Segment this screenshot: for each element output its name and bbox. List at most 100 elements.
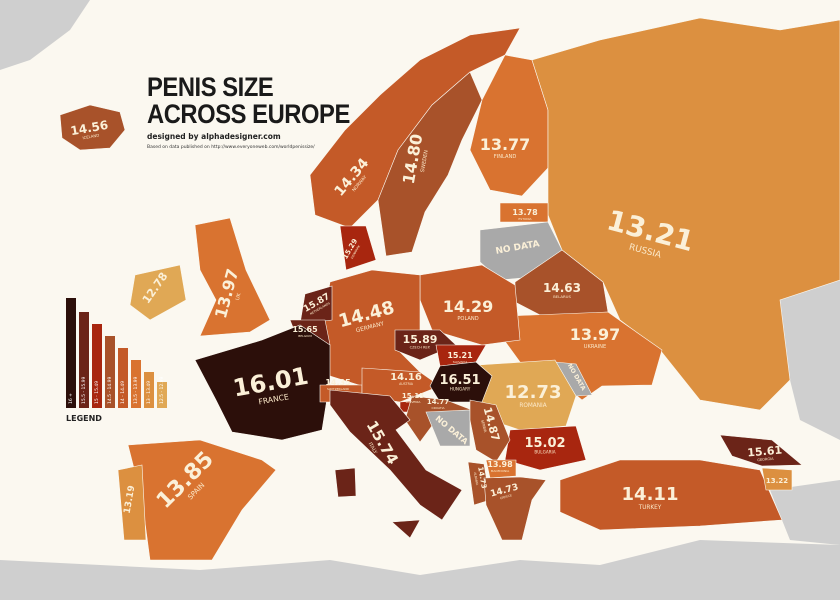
- label-portugal: 13.19: [123, 485, 138, 515]
- country-name: ITALY: [367, 441, 378, 455]
- country-italy[interactable]: [329, 389, 463, 521]
- country-bulgaria[interactable]: [504, 425, 587, 471]
- country-value: 15.89: [403, 333, 438, 346]
- country-name: DENMARK: [350, 244, 362, 260]
- title-line-1: PENIS SIZE: [147, 72, 274, 102]
- country-name: UKRAINE: [584, 344, 607, 350]
- country-name: GREECE: [500, 493, 513, 500]
- country-macedonia[interactable]: [485, 459, 517, 479]
- country-name: FINLAND: [494, 154, 517, 160]
- country-uk[interactable]: [194, 217, 271, 337]
- country-value: 15.21: [447, 351, 473, 360]
- country-ukraine[interactable]: [503, 311, 663, 401]
- country-denmark[interactable]: [339, 225, 377, 271]
- legend-bin: 15 - 15.49: [92, 324, 102, 408]
- country-value: 13.97: [570, 325, 621, 344]
- legend-bin: 13 - 13.49: [144, 372, 154, 408]
- country-value: 13.19: [123, 485, 138, 515]
- country-name: BELGIUM: [298, 334, 312, 338]
- country-value: 14.35: [325, 378, 351, 387]
- country-name: BULGARIA: [534, 450, 555, 455]
- country-value: 14.73: [476, 466, 488, 489]
- map-title: PENIS SIZE ACROSS EUROPE: [147, 74, 350, 128]
- country-value: 13.98: [487, 460, 513, 469]
- country-greece[interactable]: [483, 476, 547, 541]
- country-value: 14.16: [390, 372, 422, 383]
- country-value: 13.22: [766, 477, 788, 485]
- country-name: CROATIA: [431, 406, 445, 410]
- legend-bin: 15.5 - 15.99: [79, 312, 89, 408]
- country-poland[interactable]: [419, 264, 521, 346]
- country-value: 16.51: [439, 373, 480, 388]
- byline: designed by alphadesigner.com: [147, 132, 281, 141]
- country-italy[interactable]: [391, 519, 421, 539]
- country-name: SLOVAKIA: [453, 360, 469, 364]
- country-name: CZECH REP.: [410, 346, 431, 350]
- other-land: [780, 280, 840, 440]
- country-name: ESTONIA: [518, 217, 532, 221]
- country-value: 14.56: [69, 118, 109, 138]
- country-france[interactable]: [194, 324, 331, 441]
- country-value: 15.13: [402, 392, 424, 400]
- country-iceland[interactable]: [59, 104, 126, 151]
- legend-bin-label: 13.5 - 13.99: [134, 376, 139, 404]
- title-line-2: ACROSS EUROPE: [147, 99, 350, 129]
- country-armenia[interactable]: [761, 467, 793, 491]
- other-land: [0, 540, 840, 600]
- country-name: SERBIA: [480, 419, 487, 433]
- country-name: UK: [235, 292, 243, 301]
- country-netherlands[interactable]: [299, 285, 333, 325]
- country-italy[interactable]: [334, 467, 357, 498]
- country-turkey[interactable]: [559, 459, 783, 531]
- legend-bin: 14 - 14.49: [118, 348, 128, 408]
- country-name: HUNGARY: [450, 387, 471, 392]
- country-value: 14.77: [427, 398, 449, 406]
- country-value: 14.11: [622, 484, 679, 505]
- country-name: SLOVENIA: [406, 400, 422, 404]
- country-name: AUSTRIA: [399, 382, 414, 386]
- other-land: [0, 0, 90, 70]
- legend-bin: 14.5 - 14.99: [105, 336, 115, 408]
- legend-bin-label: 12.5 - 12.99: [160, 376, 165, 404]
- country-hungary[interactable]: [429, 361, 493, 403]
- country-value: 14.29: [443, 297, 494, 316]
- country-georgia[interactable]: [719, 434, 803, 467]
- legend-bin-label: 15.5 - 15.99: [82, 376, 87, 404]
- legend-bin-label: 13 - 13.49: [147, 380, 152, 404]
- country-austria[interactable]: [361, 367, 441, 403]
- legend-bin-label: 16 +: [69, 393, 74, 404]
- country-name: BELARUS: [553, 294, 571, 299]
- country-ireland[interactable]: [129, 264, 187, 321]
- country-value: 14.63: [543, 281, 581, 295]
- label-armenia: 13.22: [766, 477, 788, 485]
- country-value: 15.61: [747, 444, 783, 460]
- country-finland[interactable]: [469, 54, 549, 197]
- country-name: SWITZERLAND: [327, 387, 350, 391]
- country-name: ROMANIA: [519, 403, 546, 409]
- legend-bin-label: 15 - 15.49: [95, 380, 100, 404]
- country-bosnia[interactable]: [425, 409, 471, 447]
- country-name: POLAND: [457, 316, 478, 322]
- country-name: ALBANIA: [473, 472, 479, 486]
- legend-bin: 16 +: [66, 298, 76, 408]
- country-portugal[interactable]: [117, 464, 147, 541]
- legend-bin-label: 14 - 14.49: [121, 380, 126, 404]
- country-sweden[interactable]: [377, 71, 483, 257]
